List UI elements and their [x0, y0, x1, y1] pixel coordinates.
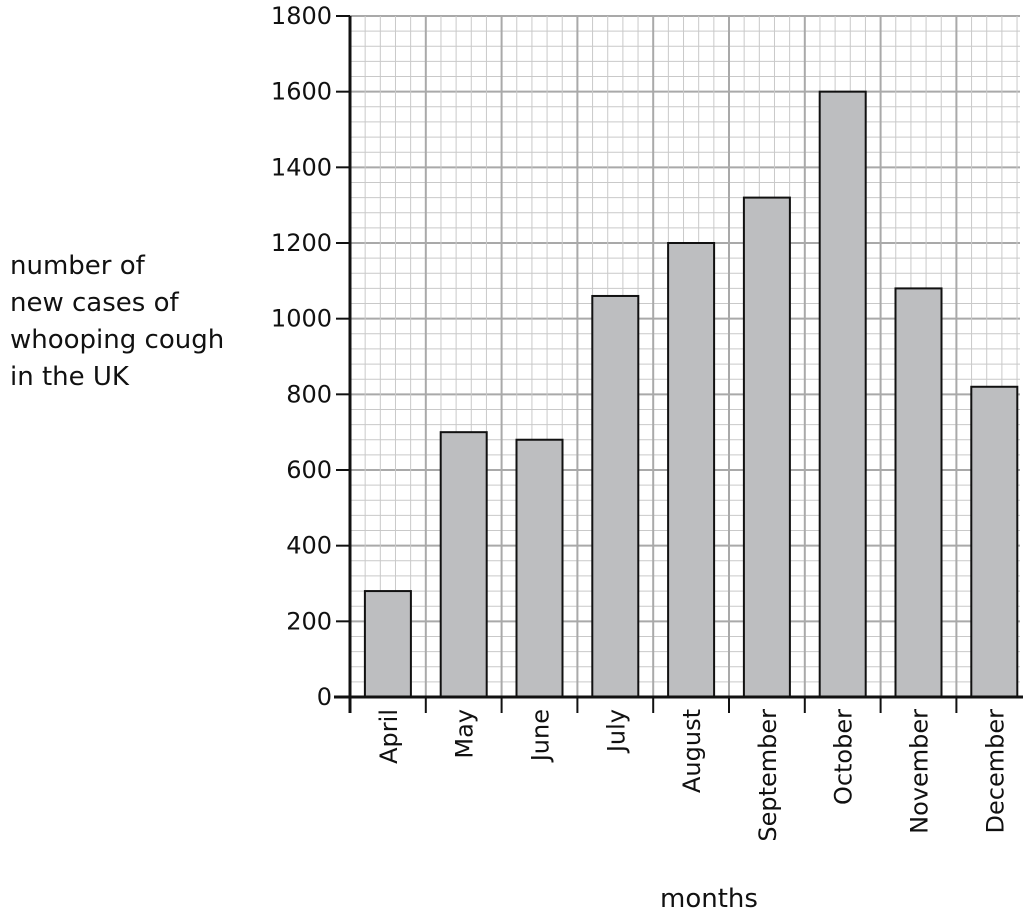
y-tick-label: 1200 [271, 229, 332, 257]
y-axis-label-line: new cases of [10, 288, 179, 318]
y-axis-label-line: whooping cough [10, 325, 225, 355]
y-axis-label: number of new cases of whooping cough in… [10, 248, 245, 396]
bar [363, 590, 412, 698]
x-axis-label: months [660, 884, 758, 914]
x-tick-label: December [981, 709, 1009, 834]
bar [894, 287, 943, 698]
y-tick-label: 800 [286, 380, 332, 408]
x-tick-labels: April May June July August September October No… [349, 697, 1009, 842]
x-tick-label: November [906, 709, 934, 834]
y-tick-label: 600 [286, 456, 332, 484]
bar [818, 90, 867, 698]
y-tick-label: 1800 [271, 2, 332, 30]
y-tick-labels: 0 200 400 600 800 1000 1200 1400 1600 1800 [271, 2, 350, 711]
x-tick-label: July [602, 709, 630, 754]
x-tick-label: August [678, 709, 706, 793]
x-tick-label: May [451, 709, 479, 759]
y-tick-label: 1400 [271, 153, 332, 181]
y-tick-label: 200 [286, 607, 332, 635]
bars [363, 90, 1019, 698]
bar [591, 294, 640, 698]
y-axis-label-line: number of [10, 251, 145, 281]
x-tick-label: October [830, 709, 858, 805]
bar [439, 431, 488, 698]
y-tick-label: 1000 [271, 305, 332, 333]
y-tick-label: 0 [317, 683, 332, 711]
y-tick-label: 400 [286, 532, 332, 560]
bar [515, 438, 564, 698]
axes [334, 16, 1023, 713]
x-tick-label: April [375, 709, 403, 764]
y-axis-label-line: in the UK [10, 362, 129, 392]
bar [667, 242, 716, 698]
bar [970, 385, 1019, 698]
bar [742, 196, 791, 698]
x-tick-label: September [754, 709, 782, 842]
y-tick-label: 1600 [271, 78, 332, 106]
x-tick-label: June [527, 709, 555, 763]
